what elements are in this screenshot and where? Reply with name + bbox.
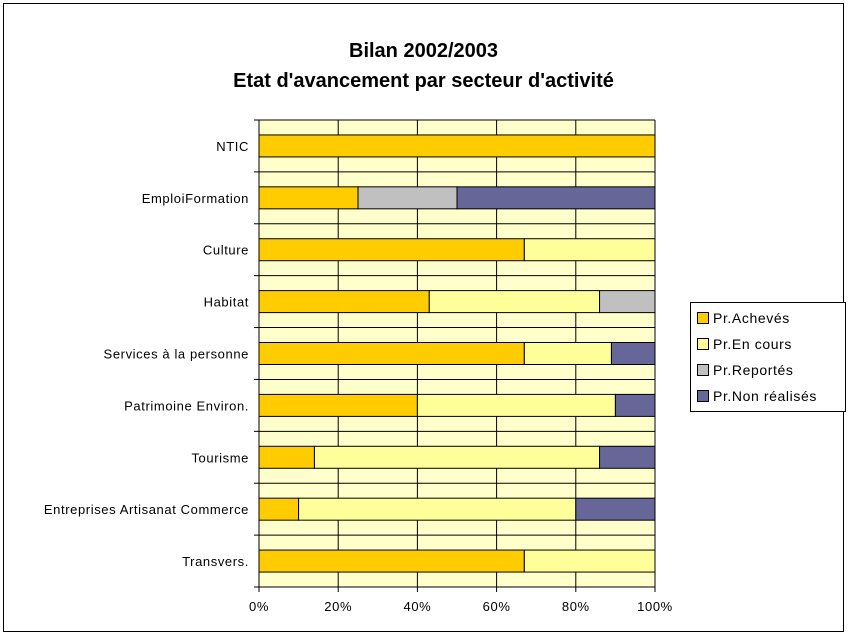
bar-segment: [258, 134, 656, 158]
x-tick-label: 80%: [562, 599, 590, 614]
bar-segment: [258, 445, 315, 469]
bar-segment: [599, 290, 656, 314]
category-label: Services à la personne: [104, 347, 249, 362]
x-tick-label: 20%: [324, 599, 352, 614]
x-tick-label: 60%: [483, 599, 511, 614]
x-tick-label: 100%: [637, 599, 673, 614]
category-label: Transvers.: [182, 554, 249, 569]
x-tick-label: 40%: [403, 599, 431, 614]
bar-segment: [575, 497, 656, 521]
bar-segment: [258, 497, 300, 521]
bar-segment: [456, 186, 656, 210]
bar-segment: [313, 445, 601, 469]
bar-segment: [523, 549, 656, 573]
bar-segment: [428, 290, 601, 314]
chart-title: Bilan 2002/2003: [349, 40, 498, 62]
legend-swatch: [697, 312, 709, 324]
legend-swatch: [697, 364, 709, 376]
bar-segment: [416, 393, 616, 417]
chart-legend: Pr.Achevés Pr.En cours Pr.Reportés Pr.Non r…: [690, 302, 846, 412]
legend-item: Pr.Achevés: [697, 310, 790, 326]
bar-segment: [610, 342, 656, 365]
legend-swatch: [697, 390, 709, 402]
category-label: Tourisme: [191, 450, 249, 465]
bar-segment: [357, 186, 458, 210]
bar-segment: [614, 393, 656, 417]
bar-segment: [523, 238, 656, 262]
bar-segment: [599, 445, 656, 469]
category-label: Culture: [203, 243, 249, 258]
category-label: EmploiFormation: [142, 191, 249, 206]
legend-item: Pr.Reportés: [697, 362, 794, 378]
bar-segment: [258, 393, 418, 417]
category-label: Patrimoine Environ.: [124, 398, 249, 413]
bar-segment: [298, 497, 577, 521]
x-tick-label: 0%: [249, 599, 269, 614]
bar-segment: [258, 342, 525, 365]
bar-segment: [258, 238, 525, 262]
legend-label: Pr.Reportés: [713, 362, 794, 378]
legend-swatch: [697, 338, 709, 350]
legend-label: Pr.Achevés: [713, 310, 790, 326]
legend-item: Pr.Non réalisés: [697, 388, 817, 404]
category-label: NTIC: [216, 139, 249, 154]
bar-segment: [523, 342, 612, 365]
category-label: Entreprises Artisanat Commerce: [44, 502, 249, 517]
legend-label: Pr.En cours: [713, 336, 792, 352]
legend-item: Pr.En cours: [697, 336, 792, 352]
category-label: Habitat: [204, 295, 249, 310]
bar-segment: [258, 290, 430, 314]
chart-subtitle: Etat d'avancement par secteur d'activité: [233, 70, 614, 92]
bar-segment: [258, 549, 525, 573]
bar-segment: [258, 186, 359, 210]
legend-label: Pr.Non réalisés: [713, 388, 817, 404]
